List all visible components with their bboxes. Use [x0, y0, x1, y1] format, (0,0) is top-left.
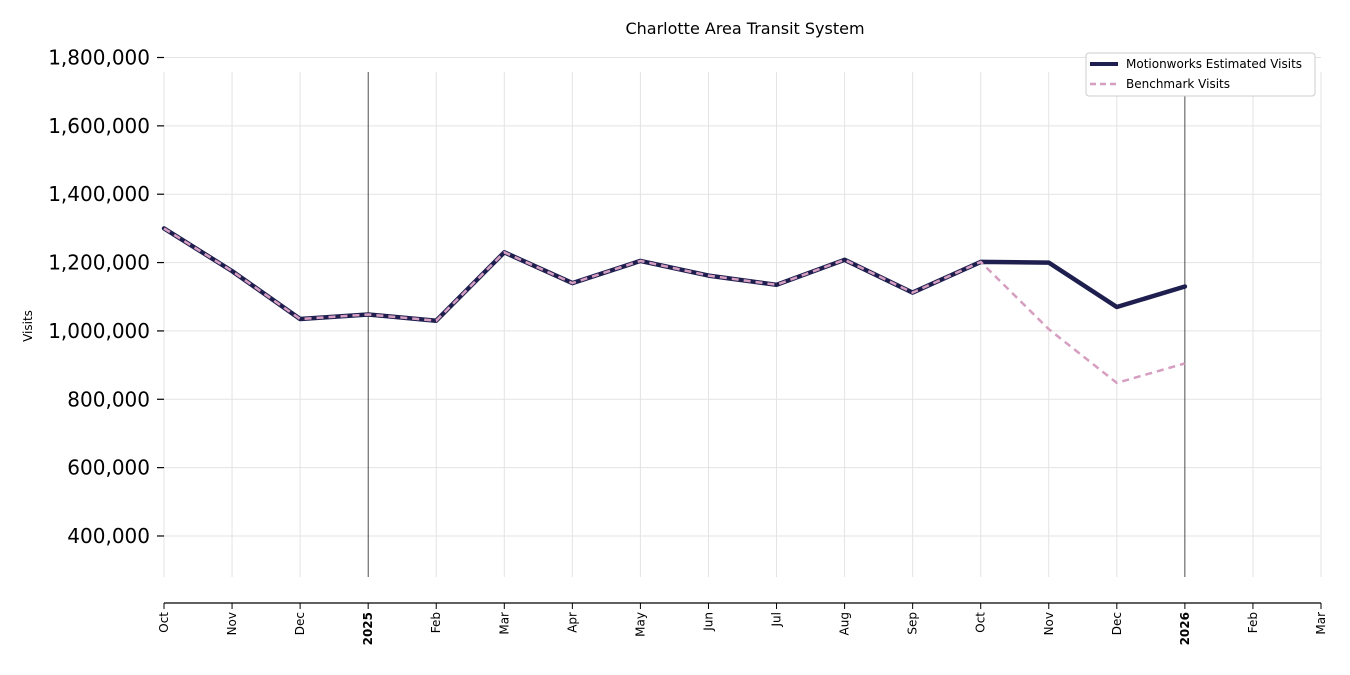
x-tick-label: 2025: [361, 612, 375, 645]
y-tick-label: 1,400,000: [48, 182, 150, 206]
x-tick-label: Aug: [838, 612, 852, 635]
x-tick-label: May: [633, 612, 647, 637]
x-tick-label: Oct: [974, 612, 988, 633]
x-tick-label: Oct: [157, 612, 171, 633]
y-tick-label: 1,000,000: [48, 319, 150, 343]
y-tick-label: 600,000: [67, 456, 150, 480]
x-tick-label: Nov: [225, 612, 239, 635]
x-tick-label: Jul: [770, 612, 784, 627]
y-tick-label: 1,800,000: [48, 46, 150, 70]
x-tick-label: Nov: [1042, 612, 1056, 635]
x-tick-label: Feb: [429, 612, 443, 633]
x-tick-label: Jun: [701, 612, 715, 632]
legend-label-benchmark: Benchmark Visits: [1126, 77, 1230, 91]
year-marker-lines: [367, 72, 1186, 577]
x-tick-label: Apr: [565, 612, 579, 633]
legend-label-motionworks: Motionworks Estimated Visits: [1126, 57, 1302, 71]
y-axis-ticks: 400,000 600,000 800,000 1,000,000 1,200,000 1…: [48, 46, 164, 548]
x-tick-label: Sep: [906, 612, 920, 635]
legend-box: [1085, 52, 1316, 97]
x-tick-label: Feb: [1246, 612, 1260, 633]
x-axis: Oct Nov Dec 2025 Feb Mar Apr May Jun Jul Aug Sep Oct…: [157, 602, 1328, 645]
series-lines: [161, 226, 1188, 385]
y-tick-label: 1,200,000: [48, 251, 150, 275]
x-tick-label: Dec: [293, 612, 307, 635]
y-tick-label: 1,600,000: [48, 114, 150, 138]
y-tick-label: 800,000: [67, 387, 150, 411]
x-tick-label: Dec: [1110, 612, 1124, 635]
gridlines: [163, 57, 1322, 577]
legend: Motionworks Estimated Visits Benchmark V…: [1085, 52, 1316, 97]
y-tick-label: 400,000: [67, 524, 150, 548]
y-axis-label: Visits: [21, 310, 35, 342]
x-tick-label: Mar: [1314, 612, 1328, 635]
series-line-motionworks: [161, 226, 1188, 323]
x-tick-label: Mar: [497, 612, 511, 635]
series-line-benchmark: [163, 227, 1186, 385]
chart-title: Charlotte Area Transit System: [625, 19, 864, 38]
x-tick-label: 2026: [1178, 612, 1192, 645]
